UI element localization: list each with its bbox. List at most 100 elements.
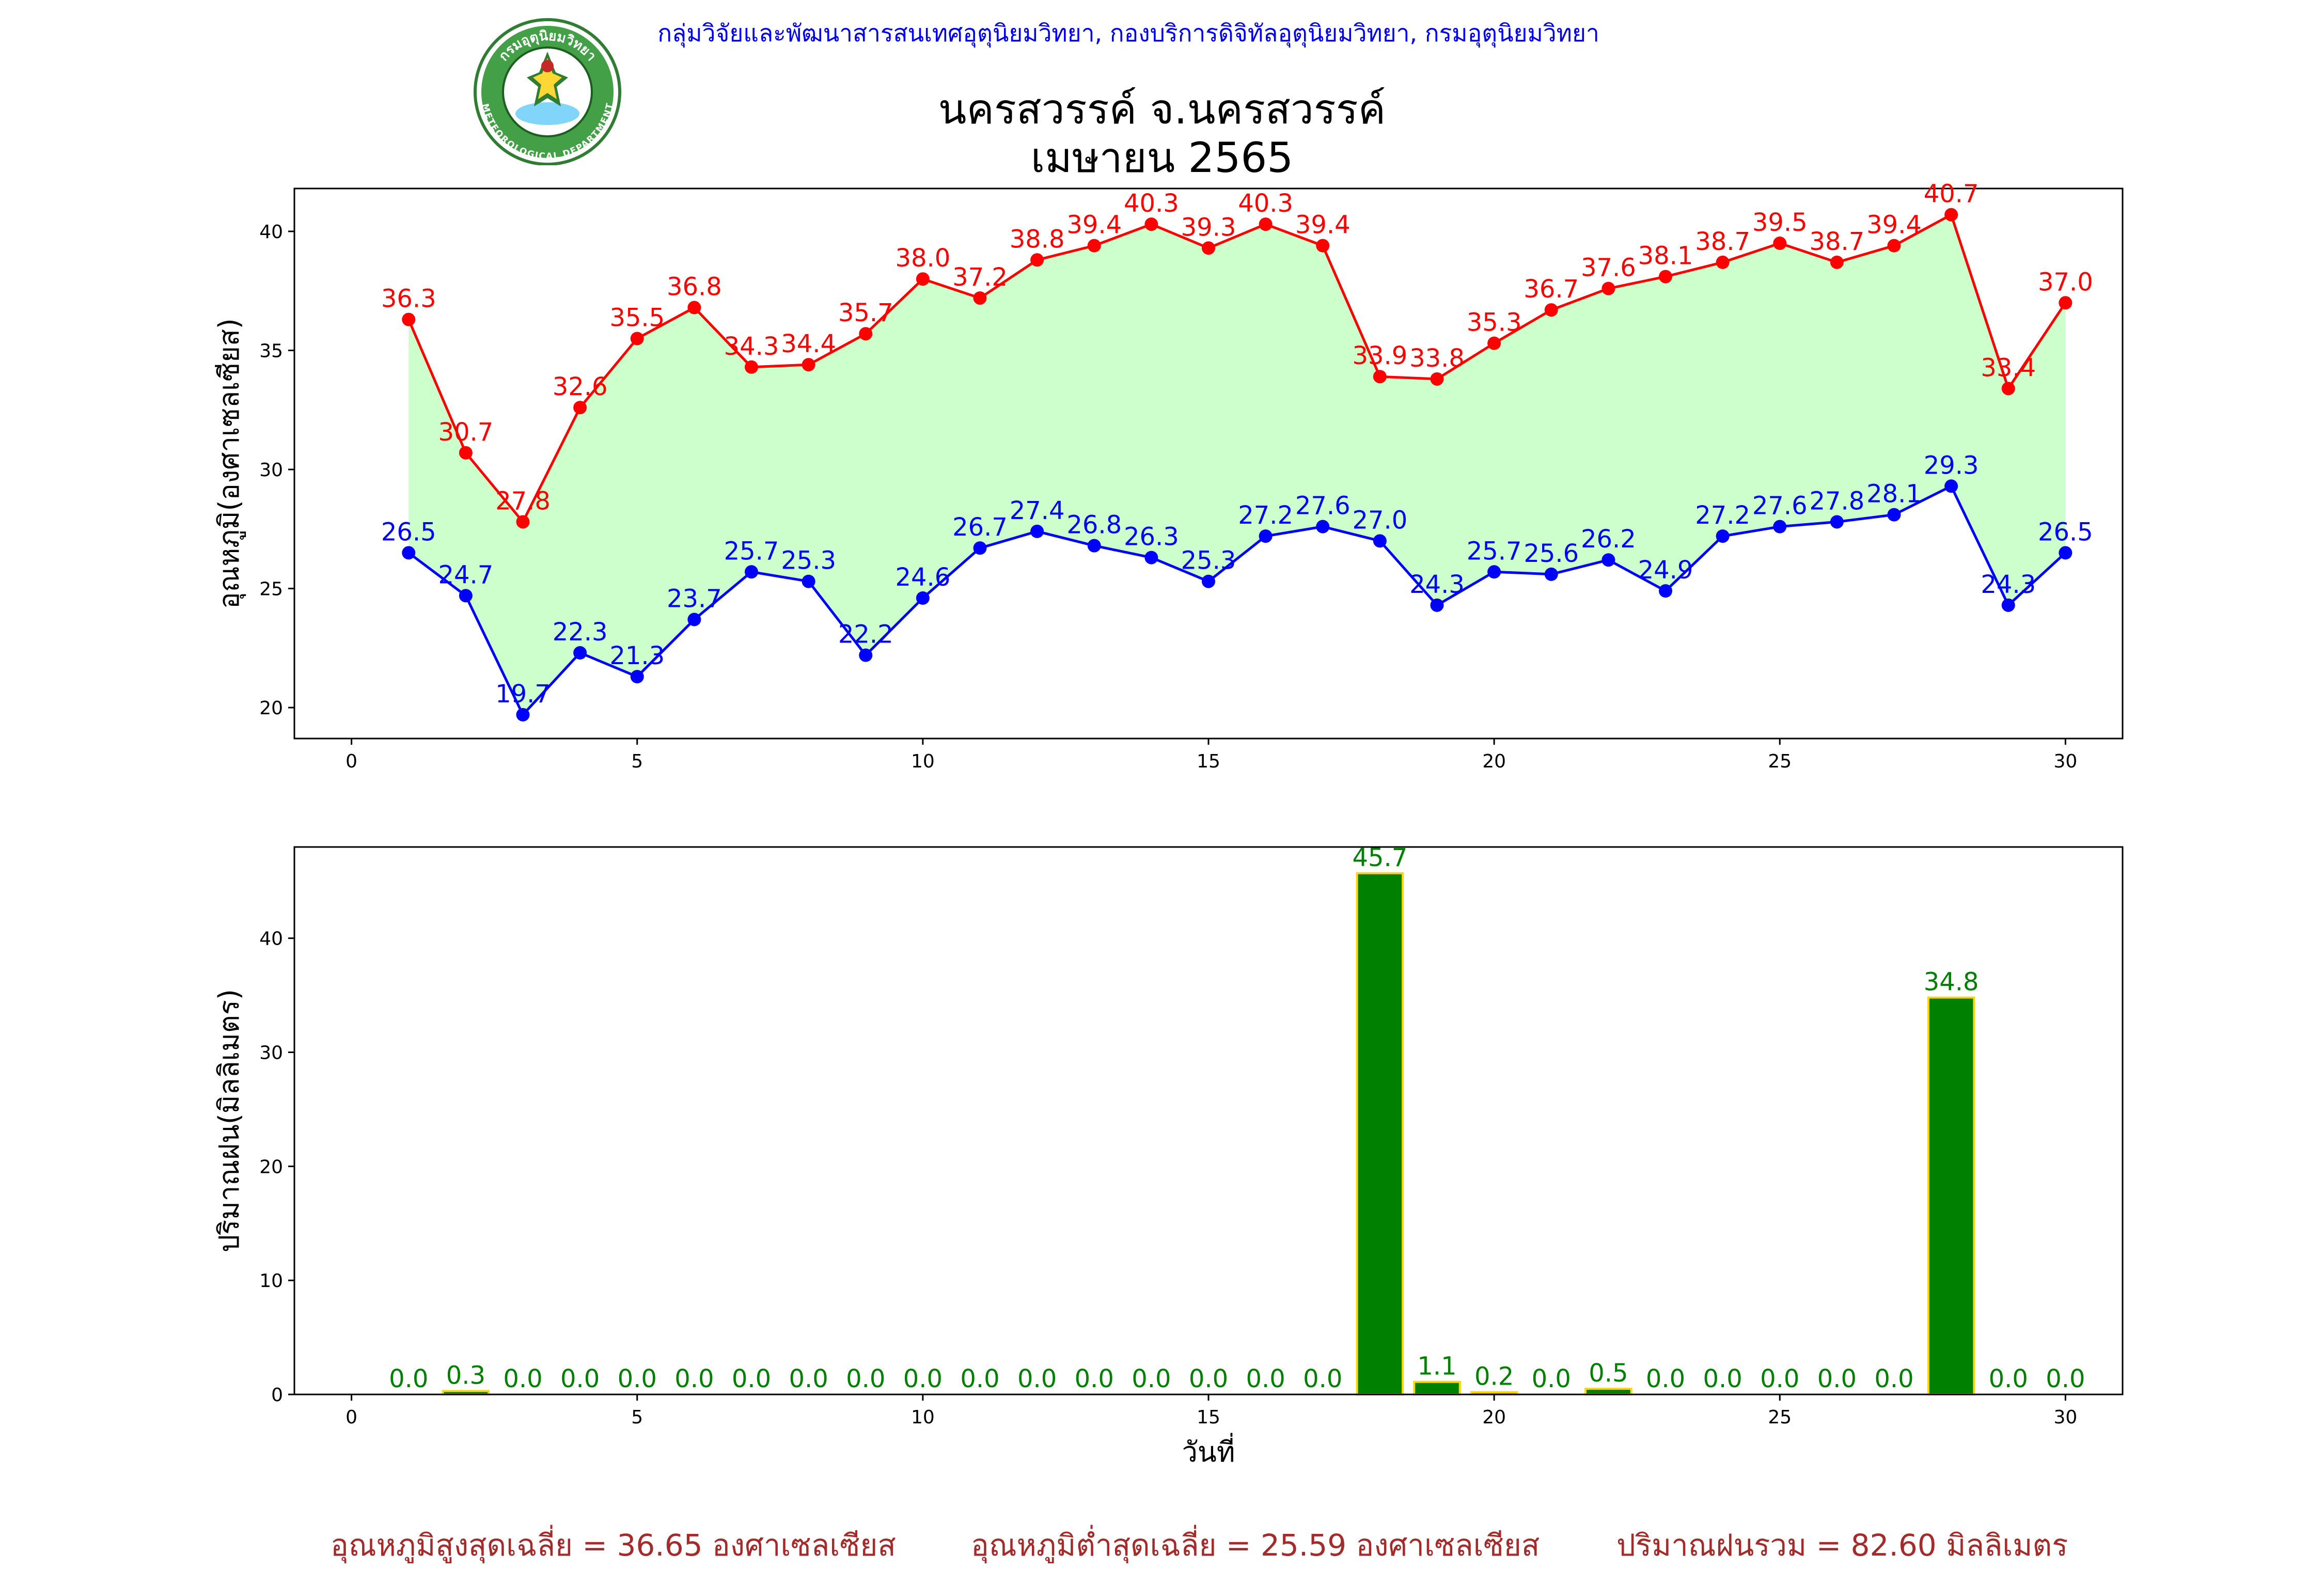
max-temperature-point [1030,253,1044,267]
max-temperature-data-label: 39.4 [1295,211,1351,240]
rainfall-plot-frame [293,846,2124,1395]
avg-max-temperature: อุณหภูมิสูงสุดเฉลี่ย = 36.65 องศาเซลเซีย… [331,1528,896,1563]
max-temperature-data-label: 32.6 [553,372,608,401]
min-temperature-point [1944,479,1958,493]
max-temperature-point [1944,208,1958,222]
max-temperature-data-label: 35.7 [838,299,893,327]
min-temperature-point [859,648,873,662]
rainfall-x-tick-label: 10 [911,1407,935,1428]
max-temperature-data-label: 39.3 [1181,213,1236,242]
max-temperature-data-label: 38.1 [1638,242,1693,271]
rain-data-label: 1.1 [1417,1352,1456,1381]
temperature-x-tick-label: 25 [1768,751,1792,772]
max-temperature-data-label: 40.3 [1124,189,1179,218]
max-temperature-point [516,515,530,529]
max-temperature-point [630,332,644,346]
min-temperature-point [1030,524,1044,538]
rain-data-label: 0.0 [1817,1364,1857,1393]
rain-data-label: 0.0 [674,1364,714,1393]
rain-bar [1584,1387,1632,1395]
rain-data-label: 0.0 [389,1364,428,1393]
min-temperature-point [1773,520,1787,534]
max-temperature-data-label: 38.7 [1695,227,1750,256]
rain-data-label: 0.0 [560,1364,600,1393]
rainfall-x-tick-label: 15 [1197,1407,1220,1428]
max-temperature-data-label: 40.3 [1238,189,1293,218]
max-temperature-point [1830,255,1844,269]
min-temperature-data-label: 22.3 [553,618,608,647]
rain-data-label: 0.0 [1303,1364,1342,1393]
max-temperature-point [1430,372,1444,386]
rain-bar [1356,872,1404,1395]
min-temperature-point [1373,534,1387,548]
temperature-x-tick-label: 30 [2053,751,2077,772]
max-temperature-data-label: 38.0 [895,244,950,273]
min-temperature-data-label: 25.3 [1181,546,1236,575]
rainfall-x-tick-label: 20 [1482,1407,1506,1428]
rainfall-y-tick-label: 10 [259,1270,283,1292]
meteorological-department-seal-icon: กรมอุตุนิยมวิทยา METEOROLOGICAL DEPARTME… [474,18,621,166]
min-temperature-point [1887,508,1901,522]
max-temperature-point [1144,217,1158,231]
min-temperature-point [802,574,815,588]
temperature-x-tick-label: 5 [631,751,643,772]
max-temperature-data-label: 34.3 [724,332,779,361]
min-temperature-point [573,646,587,660]
min-temperature-point [1202,574,1215,588]
min-temperature-point [2059,546,2072,560]
min-temperature-point [687,613,701,626]
min-temperature-data-label: 24.3 [1981,570,2036,599]
max-temperature-point [459,446,473,460]
min-temperature-line [407,484,2067,717]
rain-data-label: 0.0 [1189,1364,1228,1393]
agency-line: กลุ่มวิจัยและพัฒนาสารสนเทศอุตุนิยมวิทยา,… [657,19,1599,47]
min-temperature-data-label: 27.8 [1809,487,1864,515]
temperature-x-tick-label: 0 [346,751,357,772]
min-temperature-point [1487,565,1501,579]
min-temperature-point [916,591,930,605]
rain-data-label: 0.0 [618,1364,657,1393]
temperature-y-tick-label: 40 [259,222,283,243]
rain-data-label: 0.0 [1017,1364,1057,1393]
max-temperature-point [916,272,930,286]
max-temperature-point [1202,241,1215,255]
max-temperature-data-label: 33.4 [1981,353,2036,382]
max-temperature-data-label: 34.4 [781,330,836,358]
min-temperature-data-label: 27.4 [1010,496,1065,525]
rain-bar [1413,1380,1461,1395]
rainfall-y-tick-label: 20 [259,1156,283,1178]
rainfall-x-axis-title: วันที่ [1182,1433,1235,1468]
rain-data-label: 0.0 [1075,1364,1114,1393]
max-temperature-data-label: 38.8 [1010,225,1065,254]
min-temperature-data-label: 26.3 [1124,523,1179,552]
rain-data-label: 34.8 [1924,968,1979,997]
max-temperature-data-label: 37.2 [952,263,1008,292]
max-temperature-point [1887,239,1901,253]
rain-data-label: 0.2 [1474,1362,1514,1391]
min-temperature-data-label: 25.7 [1467,537,1522,566]
rainfall-y-tick-label: 30 [259,1043,283,1064]
max-temperature-data-label: 36.3 [381,285,436,313]
rain-data-label: 0.0 [2046,1364,2085,1393]
temperature-x-tick-label: 20 [1482,751,1506,772]
min-temperature-point [1316,520,1330,534]
max-temperature-point [2001,382,2015,396]
min-temperature-data-label: 29.3 [1924,451,1979,480]
rain-data-label: 0.0 [1532,1364,1571,1393]
min-temperature-data-label: 25.7 [724,537,779,566]
min-temperature-data-label: 19.7 [495,680,551,709]
rain-data-label: 0.0 [732,1364,771,1393]
rain-data-label: 0.3 [446,1361,485,1390]
rainfall-y-tick-label: 40 [259,929,283,950]
max-temperature-point [859,327,873,341]
max-temperature-point [1659,270,1672,284]
max-temperature-point [745,360,758,374]
temperature-y-tick-label: 20 [259,698,283,719]
rain-data-label: 0.0 [1646,1364,1685,1393]
rainfall-y-axis-title: ปริมาณฝน(มิลลิเมตร) [213,989,245,1252]
max-temperature-data-label: 37.0 [2038,268,2093,296]
rainfall-x-tick-label: 5 [631,1407,643,1428]
min-temperature-data-label: 27.6 [1295,492,1351,521]
max-temperature-line [407,213,2067,525]
rain-data-label: 45.7 [1352,843,1407,872]
